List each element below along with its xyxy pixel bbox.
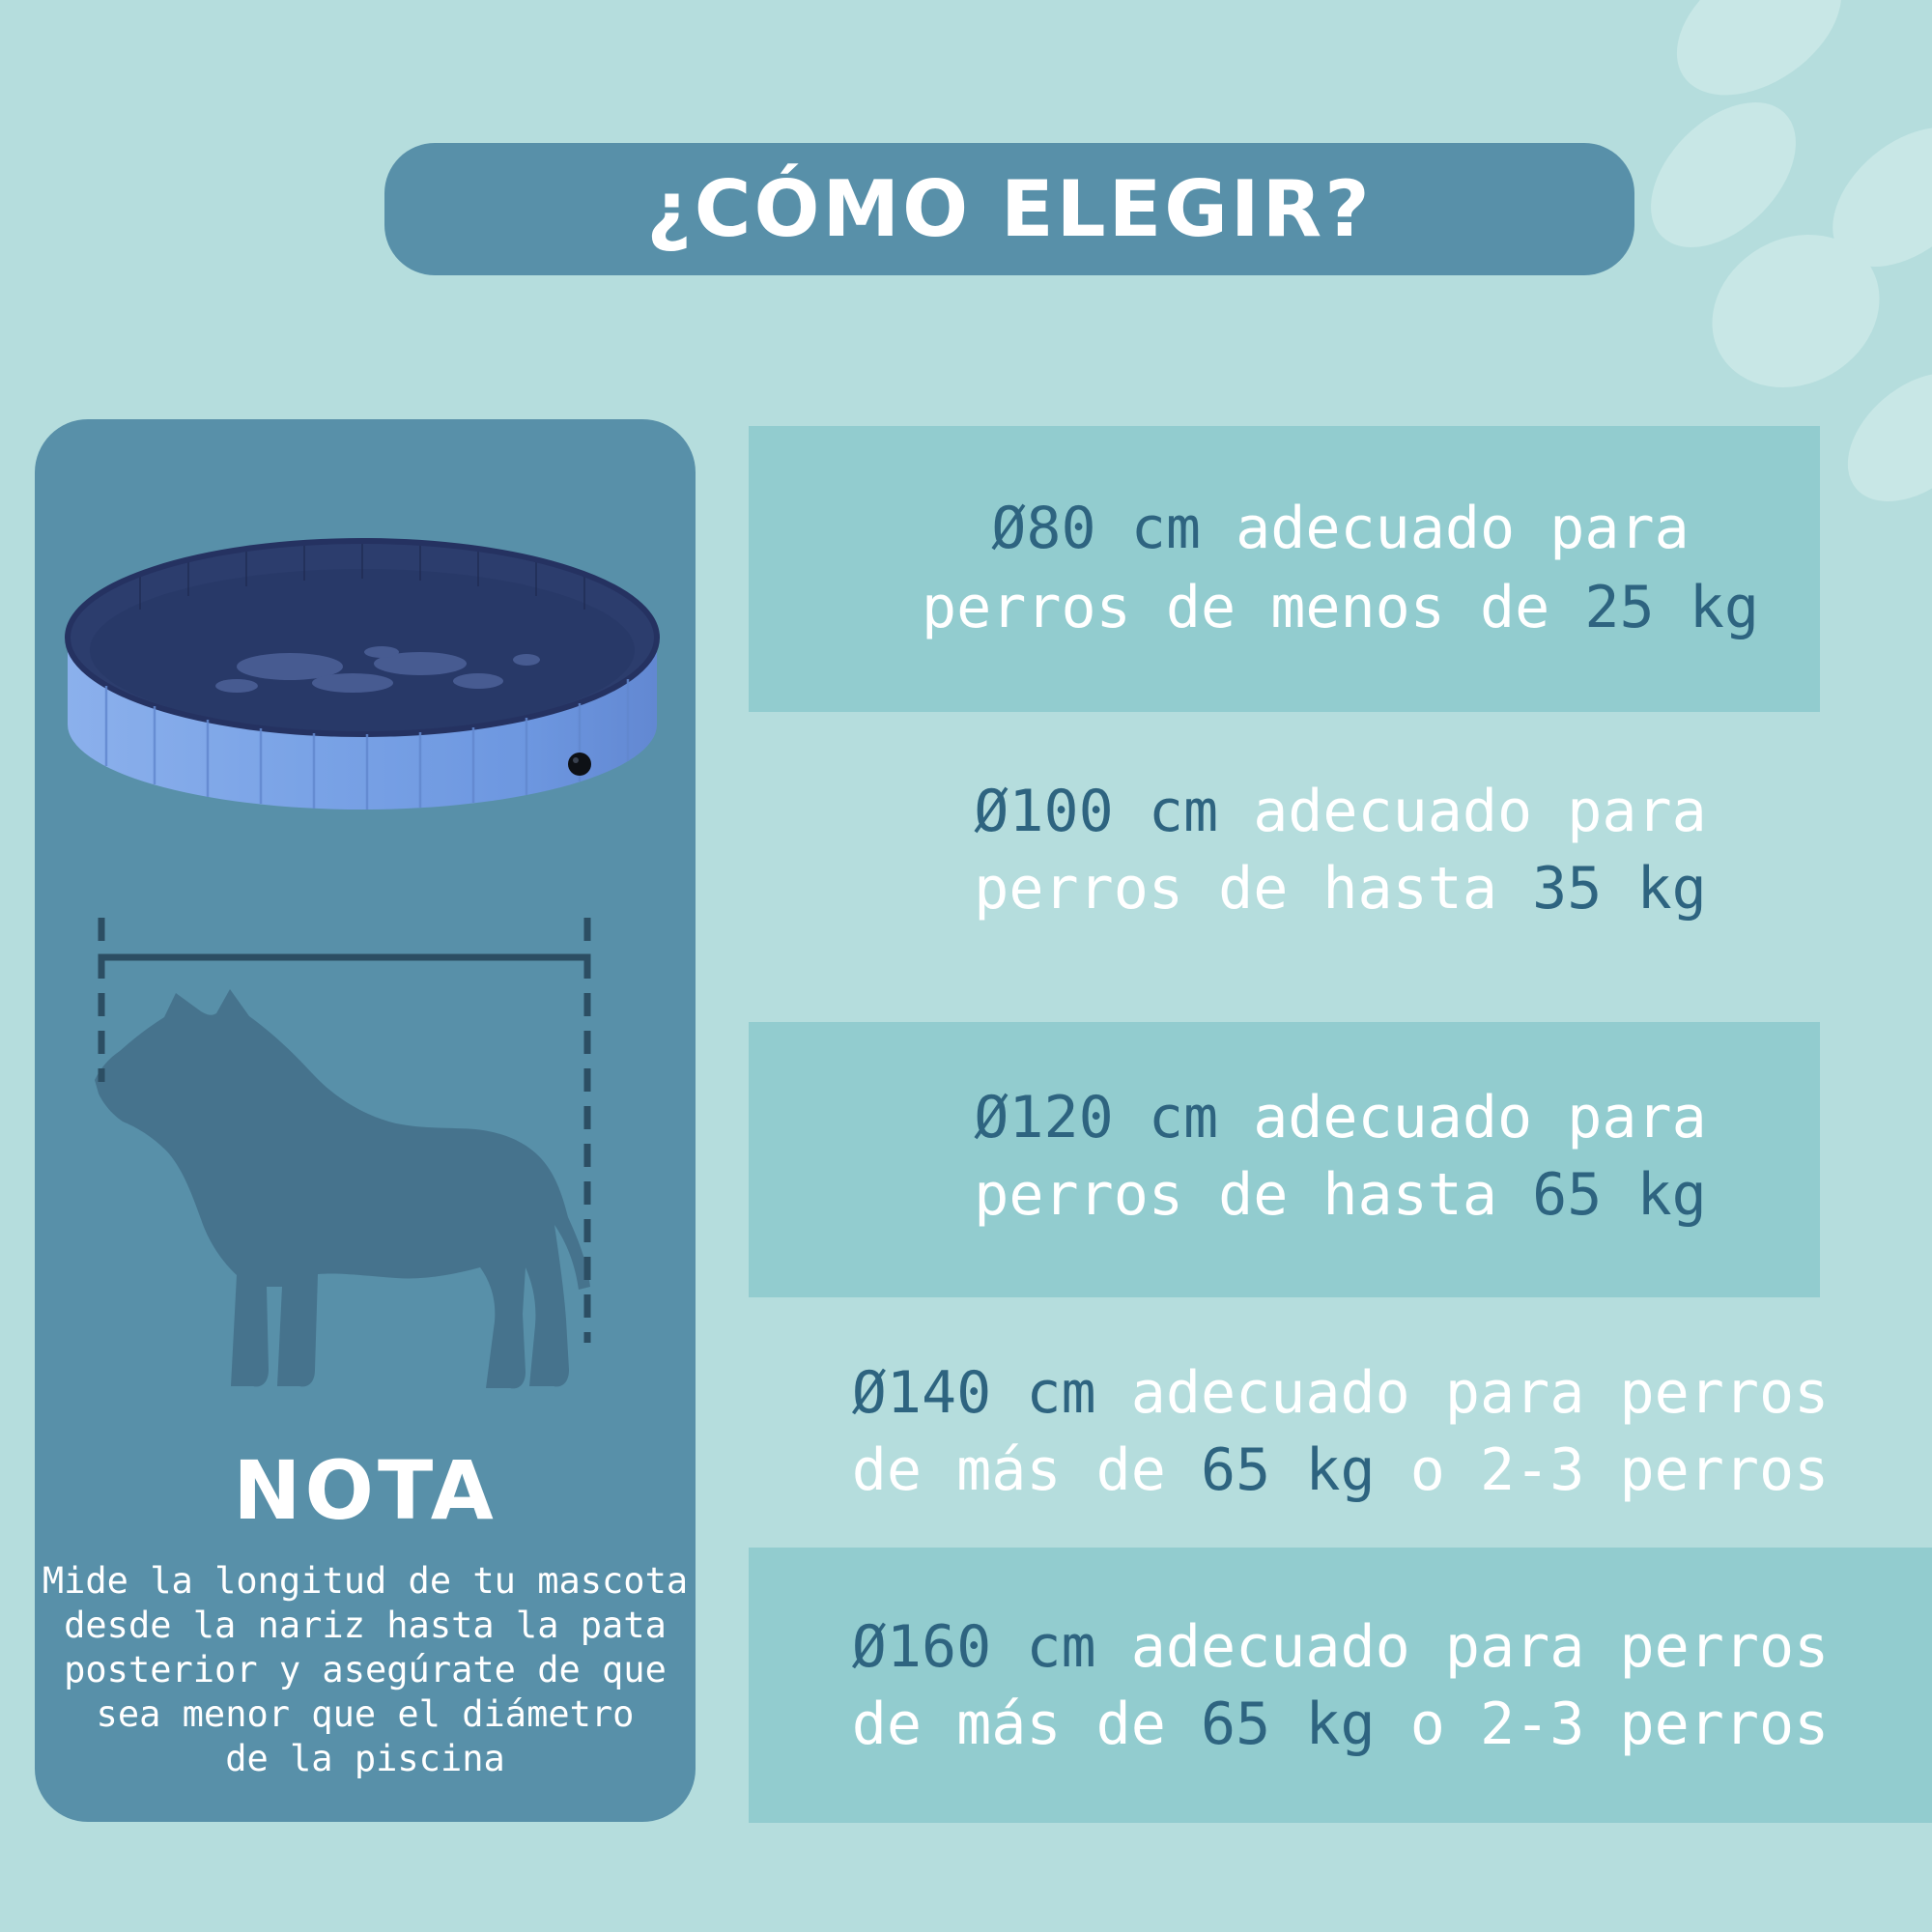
page-title: ¿CÓMO ELEGIR?	[646, 164, 1373, 254]
weight-value: 25 kg	[1584, 574, 1759, 641]
size-description: adecuado para perros	[1130, 1613, 1830, 1681]
pool-product-image	[65, 538, 660, 810]
size-row-80cm: Ø80 cm adecuado para perros de menos de …	[749, 489, 1932, 647]
size-description: o 2-3 perros	[1375, 1690, 1830, 1758]
note-text-line: desde la nariz hasta la pata	[64, 1605, 667, 1646]
weight-value: 65 kg	[1201, 1436, 1376, 1504]
size-description: perros de hasta	[974, 1161, 1533, 1229]
drain-valve-icon	[568, 753, 591, 776]
weight-value: 35 kg	[1532, 855, 1707, 923]
size-row-line: perros de hasta 35 kg	[749, 850, 1932, 927]
drain-valve-highlight	[573, 757, 579, 763]
measurement-guides	[98, 918, 591, 1343]
note-text-line: de la piscina	[225, 1738, 505, 1779]
measure-length-line	[98, 953, 591, 978]
size-description: de más de	[851, 1436, 1201, 1504]
header-banner: ¿CÓMO ELEGIR?	[384, 143, 1634, 275]
size-row-160cm: Ø160 cm adecuado para perros de más de 6…	[749, 1608, 1932, 1763]
size-row-line: perros de hasta 65 kg	[749, 1156, 1932, 1234]
size-value: Ø80 cm	[991, 495, 1236, 562]
weight-value: 65 kg	[1201, 1690, 1376, 1758]
size-row-140cm: Ø140 cm adecuado para perros de más de 6…	[749, 1354, 1932, 1509]
size-row-line: Ø100 cm adecuado para	[749, 773, 1932, 850]
size-row-100cm: Ø100 cm adecuado para perros de hasta 35…	[749, 773, 1932, 927]
note-text: Mide la longitud de tu mascota desde la …	[35, 1559, 696, 1781]
pool-outer-wall	[68, 638, 657, 810]
row-highlight-band	[749, 1022, 1820, 1297]
note-text-line: Mide la longitud de tu mascota	[42, 1560, 689, 1602]
size-value: Ø100 cm	[974, 778, 1254, 845]
size-value: Ø140 cm	[851, 1359, 1131, 1427]
size-description: o 2-3 perros	[1375, 1436, 1830, 1504]
row-highlight-band	[749, 426, 1820, 712]
dog-silhouette-icon	[95, 989, 590, 1389]
inner-wall-seams	[139, 541, 585, 610]
dog-measurement-illustration	[95, 918, 591, 1389]
note-title: NOTA	[233, 1443, 497, 1538]
size-row-line: de más de 65 kg o 2-3 perros	[749, 1432, 1932, 1509]
size-description: adecuado para	[1253, 1084, 1707, 1151]
size-description: perros de menos de	[922, 574, 1585, 641]
size-value: Ø120 cm	[974, 1084, 1254, 1151]
row-highlight-band	[749, 1548, 1932, 1823]
pool-water	[90, 569, 635, 731]
size-description: de más de	[851, 1690, 1201, 1758]
size-description: adecuado para	[1253, 778, 1707, 845]
size-row-line: Ø120 cm adecuado para	[749, 1079, 1932, 1156]
size-description: perros de hasta	[974, 855, 1533, 923]
size-row-line: Ø140 cm adecuado para perros	[749, 1354, 1932, 1432]
water-reflections	[215, 646, 540, 693]
size-row-line: Ø160 cm adecuado para perros	[749, 1608, 1932, 1686]
size-row-line: perros de menos de 25 kg	[749, 568, 1932, 647]
size-description: adecuado para	[1236, 495, 1690, 562]
note-text-line: sea menor que el diámetro	[96, 1693, 635, 1735]
size-row-line: de más de 65 kg o 2-3 perros	[749, 1686, 1932, 1763]
weight-value: 65 kg	[1532, 1161, 1707, 1229]
outer-wall-seams	[104, 679, 630, 810]
size-value: Ø160 cm	[851, 1613, 1131, 1681]
size-row-120cm: Ø120 cm adecuado para perros de hasta 65…	[749, 1079, 1932, 1234]
note-text-line: posterior y asegúrate de que	[64, 1649, 667, 1690]
note-card: NOTA Mide la longitud de tu mascota desd…	[35, 419, 696, 1822]
pool-rim	[65, 538, 660, 737]
size-row-line: Ø80 cm adecuado para	[749, 489, 1932, 568]
size-description: adecuado para perros	[1130, 1359, 1830, 1427]
